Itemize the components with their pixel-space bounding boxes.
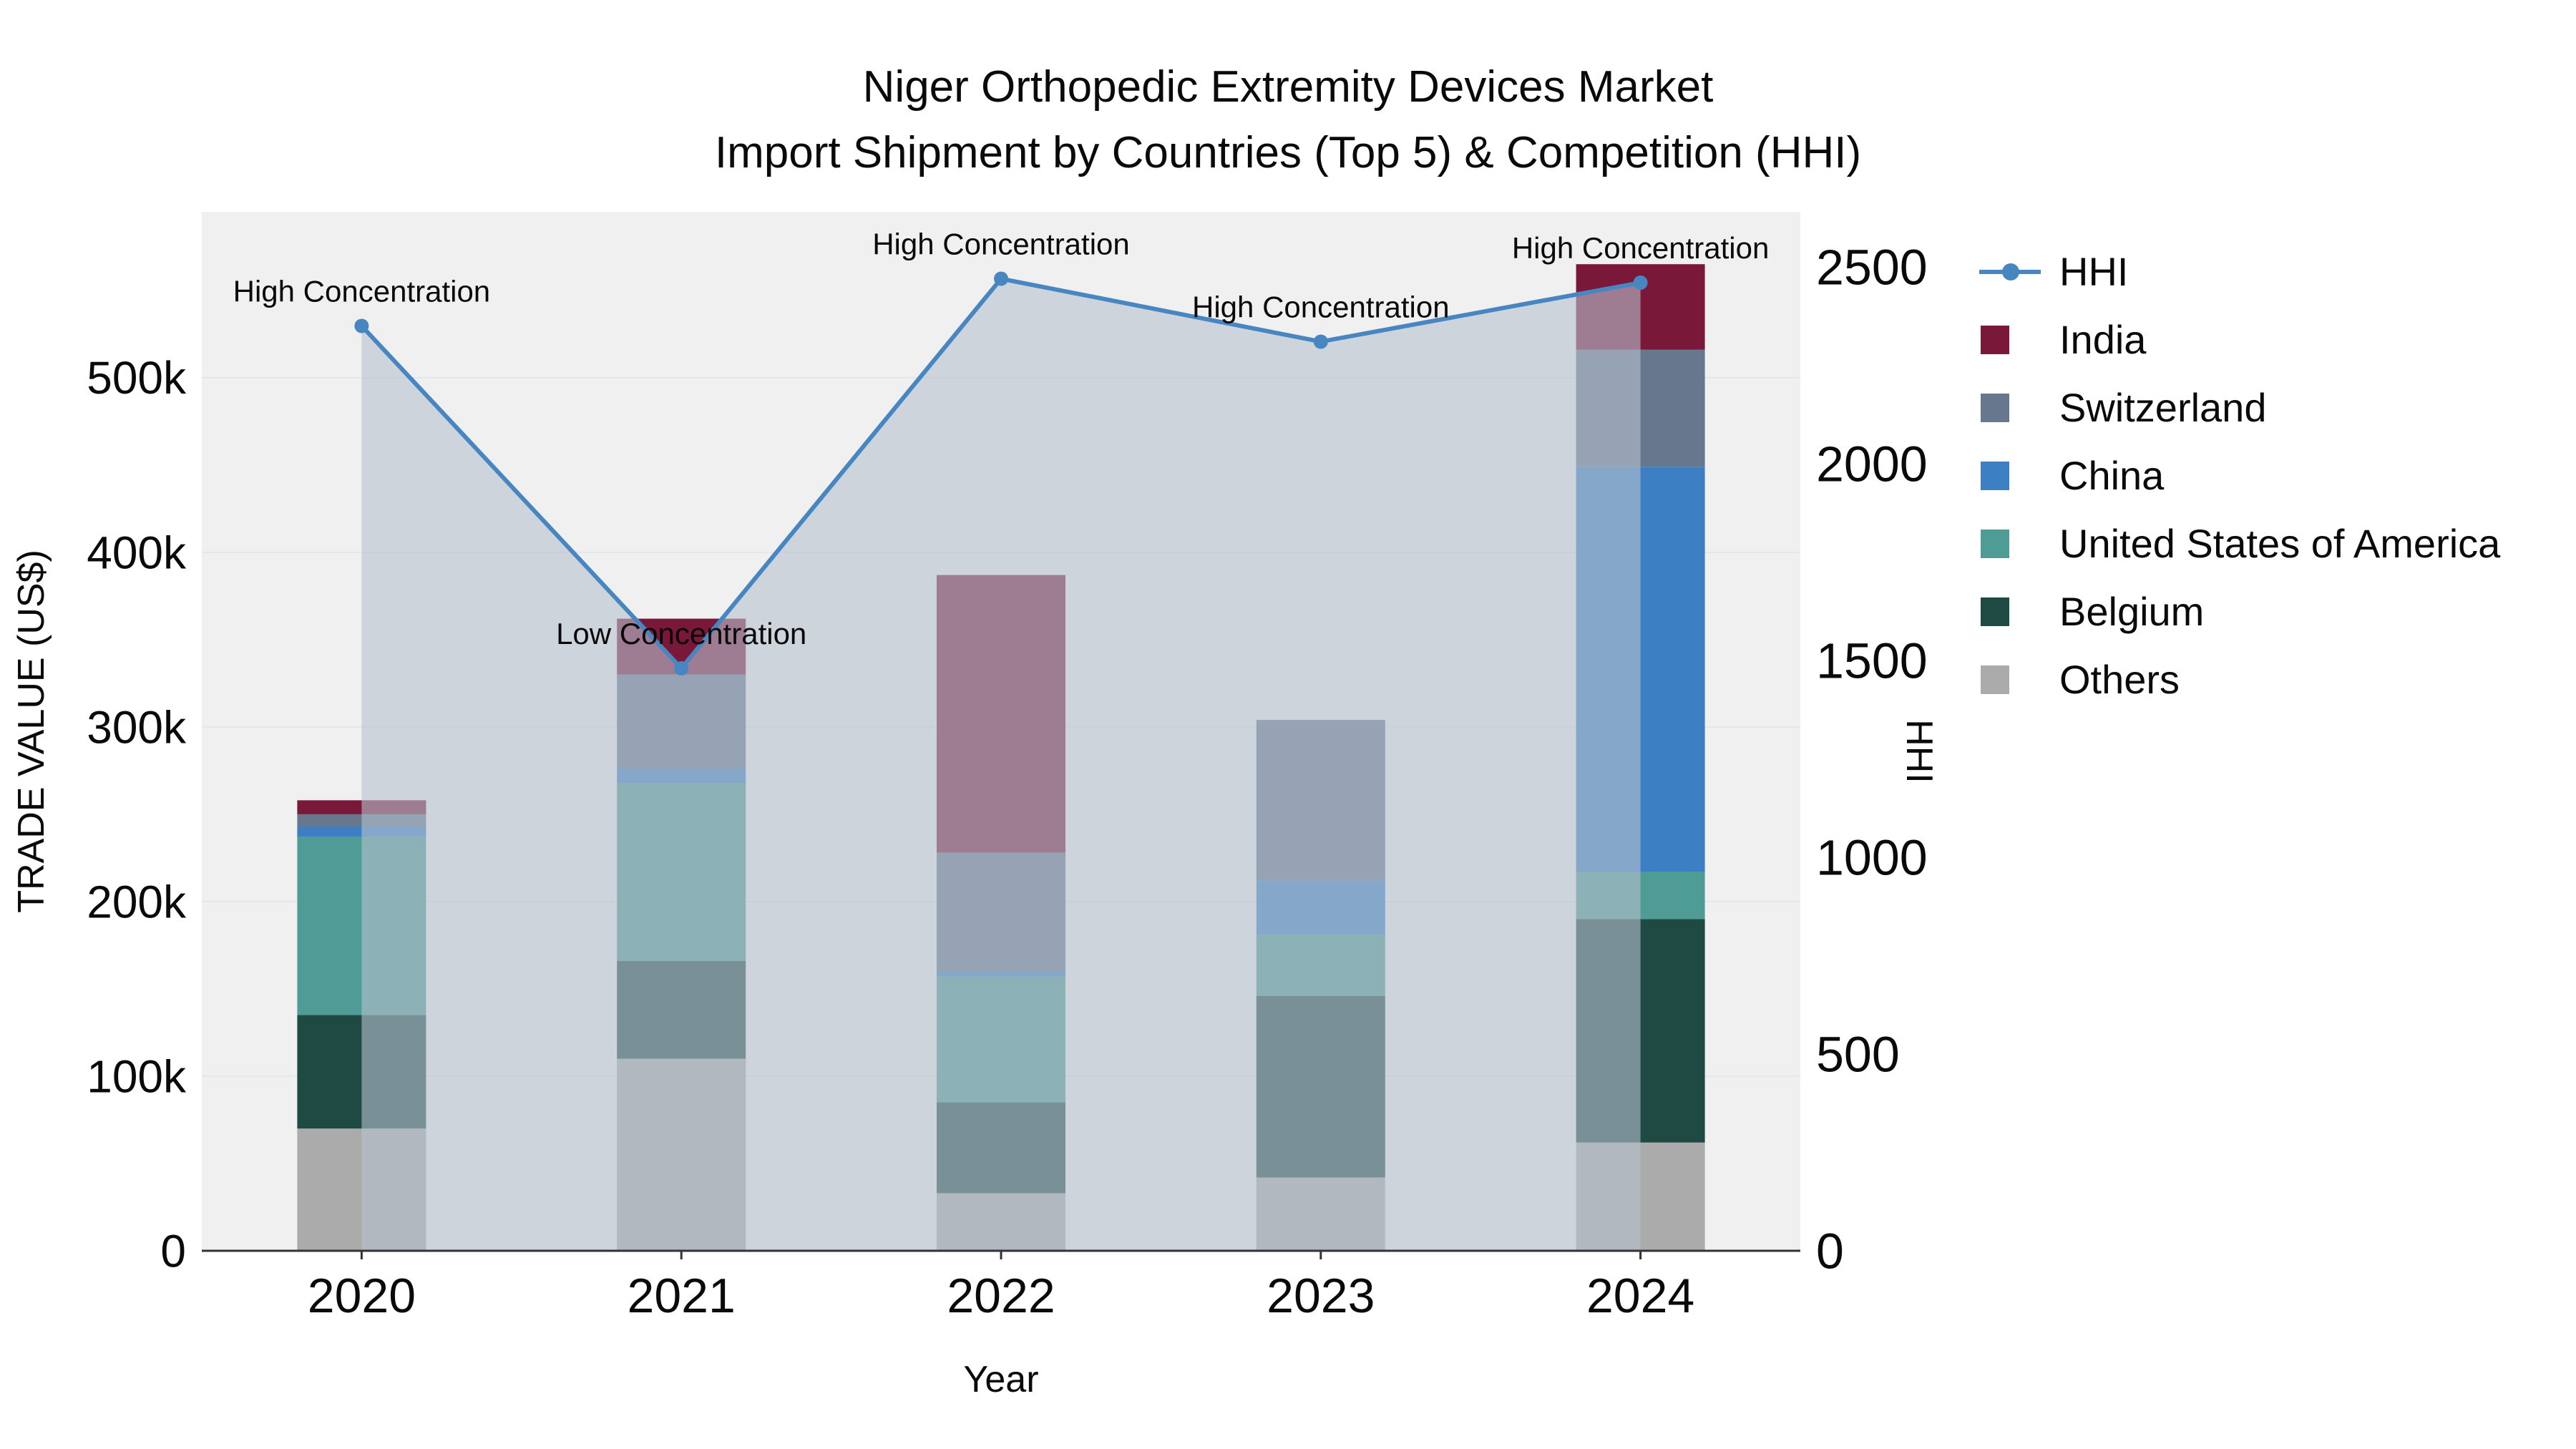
annotation-2020: High Concentration [233,275,491,308]
y-right-tick-1500: 1500 [1816,633,1928,689]
y-left-tick-0: 0 [160,1225,186,1277]
x-tick-label-2020: 2020 [308,1269,416,1323]
y-right-tick-2000: 2000 [1816,436,1928,492]
y-axis-title-left: TRADE VALUE (US$) [11,550,52,913]
india-swatch-icon [1979,323,2042,356]
hhi-marker-2021[interactable] [674,661,689,675]
switzerland-swatch-icon [1979,391,2042,424]
legend-label: Others [2059,657,2180,702]
y-right-tick-1000: 1000 [1816,830,1928,886]
annotation-2022: High Concentration [872,228,1130,261]
hhi-marker-2024[interactable] [1633,275,1648,290]
legend: HHI India Switzerland China United States of… [1979,238,2500,713]
legend-label: United States of America [2059,521,2501,566]
y-left-tick-500k: 500k [87,352,187,404]
y-left-tick-200k: 200k [87,876,187,927]
united-states-of-america-swatch-icon [1979,527,2042,560]
y-right-tick-2500: 2500 [1816,240,1928,296]
chart-title: Niger Orthopedic Extremity Devices Marke… [0,54,2576,186]
chart-title-line2: Import Shipment by Countries (Top 5) & C… [714,128,1862,177]
legend-label: Belgium [2059,589,2205,634]
y-left-tick-300k: 300k [87,701,187,753]
hhi-area-fill [361,278,1641,1251]
hhi-marker-2023[interactable] [1313,334,1328,349]
x-tick-label-2023: 2023 [1267,1269,1375,1323]
hhi-marker-2020[interactable] [354,318,369,333]
annotation-2021: Low Concentration [556,617,806,650]
y-axis-title-right: HHI [1898,719,1940,784]
legend-item-china[interactable]: China [1979,441,2500,509]
y-right-tick-500: 500 [1816,1027,1900,1083]
others-swatch-icon [1979,663,2042,696]
legend-item-hhi[interactable]: HHI [1979,238,2500,306]
legend-item-switzerland[interactable]: Switzerland [1979,374,2500,441]
legend-item-others[interactable]: Others [1979,645,2500,713]
legend-item-belgium[interactable]: Belgium [1979,577,2500,645]
x-tick-label-2024: 2024 [1586,1269,1694,1323]
y-left-tick-100k: 100k [87,1050,187,1102]
annotation-2024: High Concentration [1512,231,1770,265]
x-tick-label-2022: 2022 [947,1269,1055,1323]
y-right-tick-0: 0 [1816,1224,1844,1279]
y-left-tick-400k: 400k [87,527,187,578]
hhi-line-swatch-icon [1979,255,2042,288]
annotation-2023: High Concentration [1192,291,1450,324]
china-swatch-icon [1979,459,2042,492]
x-tick-label-2021: 2021 [628,1269,736,1323]
chart-title-line1: Niger Orthopedic Extremity Devices Marke… [862,62,1714,112]
x-axis-title: Year [963,1359,1039,1400]
belgium-swatch-icon [1979,595,2042,628]
legend-label: Switzerland [2059,385,2267,430]
legend-label: China [2059,453,2165,498]
legend-label: India [2059,317,2147,362]
legend-item-united-states-of-america[interactable]: United States of America [1979,509,2500,577]
legend-item-india[interactable]: India [1979,306,2500,374]
legend-label: HHI [2059,249,2129,294]
hhi-marker-2022[interactable] [994,271,1008,286]
